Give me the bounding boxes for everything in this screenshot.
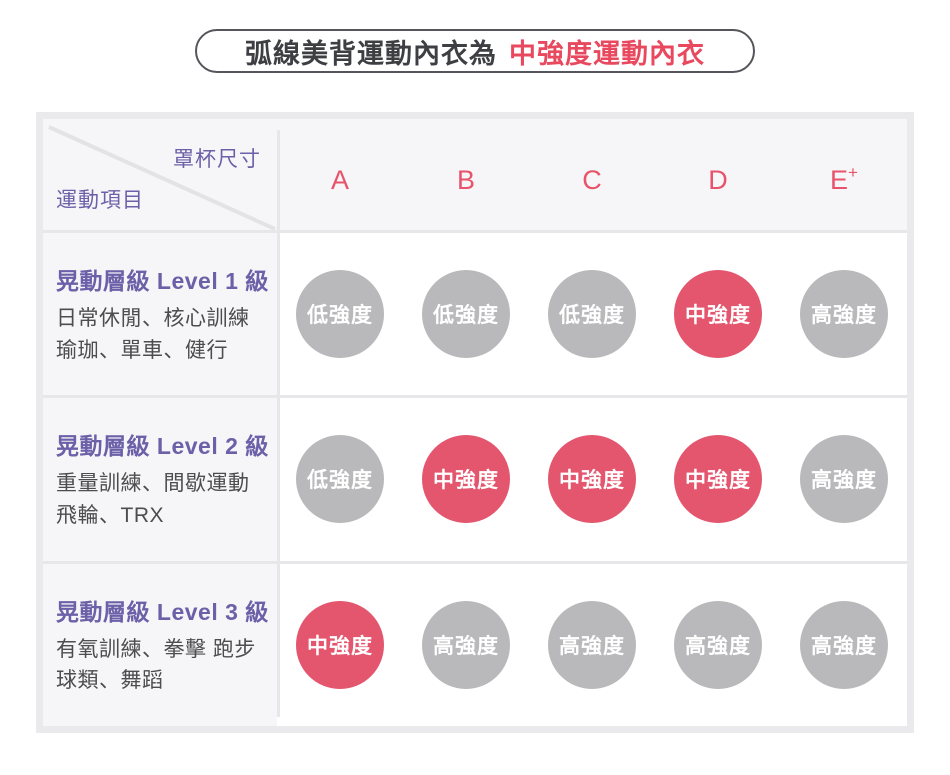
- intensity-badge: 低強度: [296, 270, 384, 359]
- cell-level3-a: 中強度: [277, 564, 403, 726]
- level-3-cells: 中強度 高強度 高強度 高強度 高強度: [277, 563, 907, 726]
- level-1-cells: 低強度 低強度 低強度 中強度 高強度: [277, 233, 907, 396]
- intensity-badge: 低強度: [422, 270, 510, 359]
- intensity-badge: 高強度: [800, 600, 888, 689]
- cell-level2-a: 低強度: [277, 398, 403, 560]
- row-label-level-3: 晃動層級 Level 3 級 有氧訓練、拳擊 跑步 球類、舞蹈: [43, 563, 277, 726]
- level-2-title: 晃動層級 Level 2 級: [56, 433, 269, 460]
- intensity-badge: 高強度: [800, 435, 888, 524]
- title-highlight: 中強度運動內衣: [509, 38, 705, 69]
- cell-level2-b: 中強度: [403, 398, 529, 560]
- row-label-level-2: 晃動層級 Level 2 級 重量訓練、間歇運動 飛輪、TRX: [43, 398, 277, 561]
- title-pill: 弧線美背運動內衣為 中強度運動內衣: [195, 29, 755, 73]
- cell-level2-c: 中強度: [529, 398, 655, 560]
- cell-level3-c: 高強度: [529, 564, 655, 726]
- table-row-level-1: 晃動層級 Level 1 級 日常休閒、核心訓練 瑜珈、單車、健行 低強度 低強…: [43, 233, 907, 396]
- level-3-title: 晃動層級 Level 3 級: [56, 598, 269, 625]
- cell-level3-d: 高強度: [655, 564, 781, 726]
- row-label-level-1: 晃動層級 Level 1 級 日常休閒、核心訓練 瑜珈、單車、健行: [43, 233, 277, 396]
- cell-level1-c: 低強度: [529, 233, 655, 395]
- column-header-b: B: [456, 165, 475, 195]
- intensity-badge: 高強度: [422, 600, 510, 689]
- table-row-level-2: 晃動層級 Level 2 級 重量訓練、間歇運動 飛輪、TRX 低強度 中強度 …: [43, 395, 907, 561]
- cell-level3-b: 高強度: [403, 564, 529, 726]
- cell-level1-e: 高強度: [781, 233, 907, 395]
- level-3-desc-line-1: 有氧訓練、拳擊 跑步: [56, 637, 256, 661]
- corner-label-cup-size: 罩杯尺寸: [173, 148, 261, 171]
- column-header-d: D: [708, 165, 728, 195]
- cell-level3-e: 高強度: [781, 564, 907, 726]
- level-1-desc-line-2: 瑜珈、單車、健行: [56, 338, 228, 362]
- level-2-cells: 低強度 中強度 中強度 中強度 高強度: [277, 398, 907, 561]
- intensity-badge: 高強度: [548, 600, 636, 689]
- level-2-desc-line-2: 飛輪、TRX: [56, 503, 164, 527]
- level-1-title: 晃動層級 Level 1 級: [56, 268, 269, 295]
- cell-level1-b: 低強度: [403, 233, 529, 395]
- intensity-matrix-table: 罩杯尺寸 運動項目 A B C D E + 晃動層級 Level 1 級 日常休閒…: [36, 112, 914, 733]
- title-prefix: 弧線美背運動內衣為: [245, 38, 497, 69]
- corner-cell: 罩杯尺寸 運動項目: [43, 119, 277, 230]
- level-2-desc-line-1: 重量訓練、間歇運動: [56, 472, 250, 496]
- cell-level2-d: 中強度: [655, 398, 781, 560]
- intensity-badge: 低強度: [548, 270, 636, 359]
- level-1-desc-line-1: 日常休閒、核心訓練: [56, 307, 250, 331]
- table-row-level-3: 晃動層級 Level 3 級 有氧訓練、拳擊 跑步 球類、舞蹈 中強度 高強度 …: [43, 560, 907, 726]
- intensity-badge-highlighted: 中強度: [548, 435, 636, 524]
- cell-level2-e: 高強度: [781, 398, 907, 560]
- column-header-c: C: [582, 165, 602, 195]
- cell-level1-d: 中強度: [655, 233, 781, 395]
- cell-level1-a: 低強度: [277, 233, 403, 395]
- intensity-badge-highlighted: 中強度: [296, 600, 384, 689]
- corner-label-sport-type: 運動項目: [56, 189, 144, 212]
- table-header-row: 罩杯尺寸 運動項目 A B C D E +: [43, 119, 907, 233]
- column-divider-line: [277, 130, 280, 717]
- intensity-badge-highlighted: 中強度: [674, 270, 762, 359]
- intensity-badge-highlighted: 中強度: [422, 435, 510, 524]
- column-header-e-plus: E +: [830, 162, 858, 196]
- intensity-badge: 低強度: [296, 435, 384, 524]
- intensity-badge-highlighted: 中強度: [674, 435, 762, 524]
- level-3-desc-line-2: 球類、舞蹈: [56, 669, 164, 693]
- page-title: 弧線美背運動內衣為 中強度運動內衣: [245, 32, 705, 71]
- intensity-badge: 高強度: [800, 270, 888, 359]
- diagonal-line: [48, 125, 276, 230]
- column-header-a: A: [330, 165, 349, 195]
- intensity-badge: 高強度: [674, 600, 762, 689]
